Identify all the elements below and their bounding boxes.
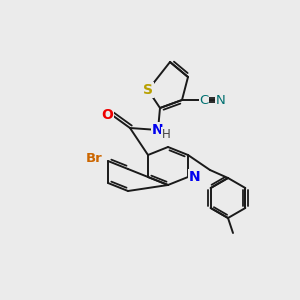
Text: C: C [200,94,208,106]
Text: Br: Br [85,152,102,166]
Text: O: O [101,108,113,122]
Text: N: N [152,123,164,137]
Text: S: S [143,83,153,97]
Text: H: H [162,128,170,140]
Text: N: N [189,170,201,184]
Text: N: N [216,94,226,106]
